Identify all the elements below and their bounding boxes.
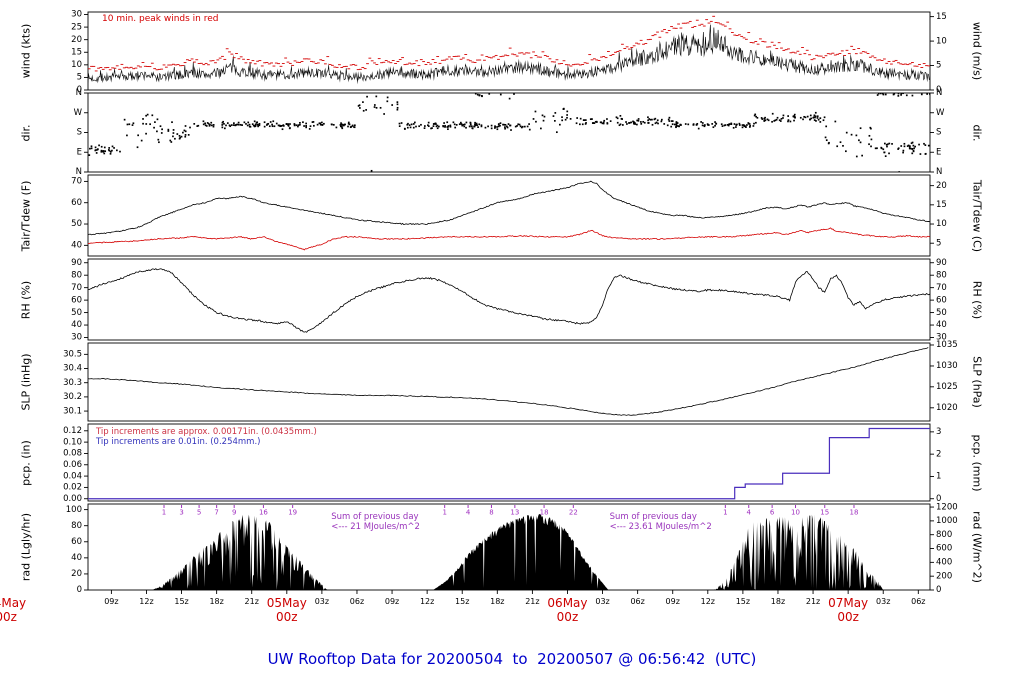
meteogram-canvas: [0, 0, 1024, 645]
chart-title: UW Rooftop Data for 20200504 to 20200507…: [267, 650, 757, 668]
meteogram-chart: wind (kts) wind (m/s) dir. dir. Tair/Tdew (F…: [0, 0, 1024, 645]
